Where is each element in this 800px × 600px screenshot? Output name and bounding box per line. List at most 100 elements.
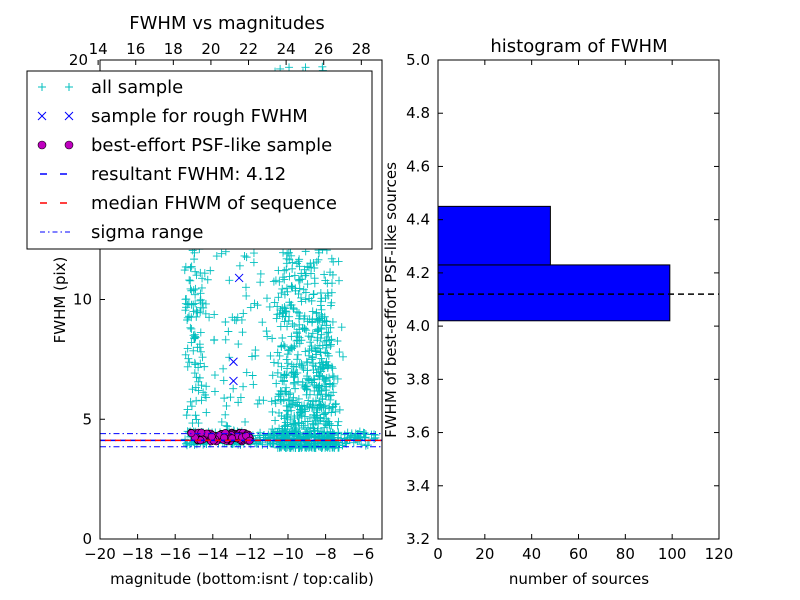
all-sample-point: [318, 62, 327, 71]
all-sample-point: [301, 288, 310, 297]
all-sample-point: [201, 299, 210, 308]
all-sample-point: [283, 413, 292, 422]
legend-label: median FHWM of sequence: [91, 193, 337, 214]
all-sample-point: [285, 63, 294, 72]
scatter-xtick-label: −16: [159, 545, 191, 563]
legend-label: resultant FWHM: 4.12: [91, 164, 286, 185]
all-sample-point: [241, 417, 250, 426]
all-sample-point: [282, 254, 291, 263]
all-sample-point: [316, 348, 325, 357]
all-sample-point: [274, 293, 283, 302]
all-sample-point: [190, 334, 199, 343]
all-sample-point: [303, 366, 312, 375]
all-sample-point: [287, 282, 296, 291]
all-sample-point: [305, 437, 314, 446]
all-sample-point: [183, 344, 192, 353]
all-sample-point: [337, 323, 346, 332]
all-sample-point: [314, 255, 323, 264]
scatter-xtick-label: −8: [315, 545, 337, 563]
all-sample-point: [286, 389, 295, 398]
histogram-ytick-label: 3.4: [406, 477, 430, 495]
all-sample-point: [287, 251, 296, 260]
all-sample-point: [210, 371, 219, 380]
all-sample-point: [325, 404, 334, 413]
all-sample-point: [263, 332, 272, 341]
all-sample-point: [316, 364, 325, 373]
all-sample-point: [316, 289, 325, 298]
all-sample-point: [191, 411, 200, 420]
legend-item: all sample: [38, 77, 183, 98]
all-sample-point: [301, 295, 310, 304]
all-sample-point: [312, 257, 321, 266]
all-sample-point: [280, 266, 289, 275]
all-sample-point: [323, 431, 332, 440]
all-sample-point: [354, 435, 363, 444]
all-sample-point: [181, 435, 190, 444]
histogram-ytick-label: 5.0: [406, 51, 430, 69]
all-sample-point: [287, 300, 296, 309]
all-sample-point: [201, 390, 210, 399]
all-sample-point: [308, 329, 317, 338]
all-sample-point: [322, 317, 331, 326]
all-sample-point: [181, 306, 190, 315]
all-sample-point: [303, 280, 312, 289]
all-sample-point: [308, 361, 317, 370]
all-sample-point: [282, 355, 291, 364]
all-sample-point: [293, 350, 302, 359]
all-sample-point: [228, 313, 237, 322]
scatter-top-xtick-label: 14: [89, 40, 108, 58]
histogram-ytick-label: 4.2: [406, 264, 430, 282]
all-sample-point: [249, 249, 258, 258]
all-sample-point: [188, 385, 197, 394]
all-sample-point: [301, 271, 310, 280]
all-sample-point: [322, 382, 331, 391]
all-sample-point: [186, 284, 195, 293]
histogram-xtick-label: 40: [522, 545, 541, 563]
all-sample-point: [327, 288, 336, 297]
all-sample-point: [304, 332, 313, 341]
scatter-xtick-label: −10: [272, 545, 304, 563]
all-sample-point: [285, 345, 294, 354]
all-sample-point: [319, 410, 328, 419]
all-sample-point: [322, 321, 331, 330]
all-sample-point: [315, 341, 324, 350]
scatter-legend: all sample sample for rough FWHM best-effo…: [26, 70, 373, 250]
all-sample-point: [270, 298, 279, 307]
all-sample-point: [326, 323, 335, 332]
all-sample-point: [320, 337, 329, 346]
all-sample-point: [196, 328, 205, 337]
all-sample-point: [192, 396, 201, 405]
all-sample-point: [318, 372, 327, 381]
rough-sample-point: [234, 273, 244, 283]
all-sample-point: [277, 289, 286, 298]
rough-sample-point: [229, 357, 238, 367]
all-sample-point: [288, 399, 297, 408]
all-sample-point: [313, 434, 322, 443]
all-sample-point: [308, 378, 317, 387]
all-sample-point: [287, 360, 296, 369]
scatter-title: FWHM vs magnitudes: [129, 13, 324, 34]
all-sample-point: [294, 275, 303, 284]
all-sample-point: [317, 354, 326, 363]
all-sample-point: [301, 417, 310, 426]
all-sample-point: [305, 390, 314, 399]
all-sample-point: [186, 397, 195, 406]
all-sample-point: [191, 267, 200, 276]
all-sample-point: [347, 430, 356, 439]
all-sample-point: [295, 262, 304, 271]
legend-label: best-effort PSF-like sample: [91, 135, 332, 156]
histogram-ytick-label: 4.6: [406, 157, 430, 175]
all-sample-point: [302, 384, 311, 393]
all-sample-point: [185, 358, 194, 367]
all-sample-point: [273, 368, 282, 377]
all-sample-point: [183, 315, 192, 324]
histogram-ticks: 0 20 40 60 80 100 120 3.2 3.4 3.6 3.8 4.0 4.2 4.4 4.6 4…: [406, 51, 733, 563]
histogram-panel: 0 20 40 60 80 100 120 3.2 3.4 3.6 3.8 4.0 4.2 4.4 4.6 4…: [382, 36, 733, 588]
all-sample-point: [312, 382, 321, 391]
all-sample-point: [308, 307, 317, 316]
all-sample-point: [219, 376, 228, 385]
all-sample-point: [311, 441, 319, 450]
all-sample-point: [320, 312, 329, 321]
all-sample-point: [281, 421, 290, 430]
all-sample-point: [328, 371, 337, 380]
